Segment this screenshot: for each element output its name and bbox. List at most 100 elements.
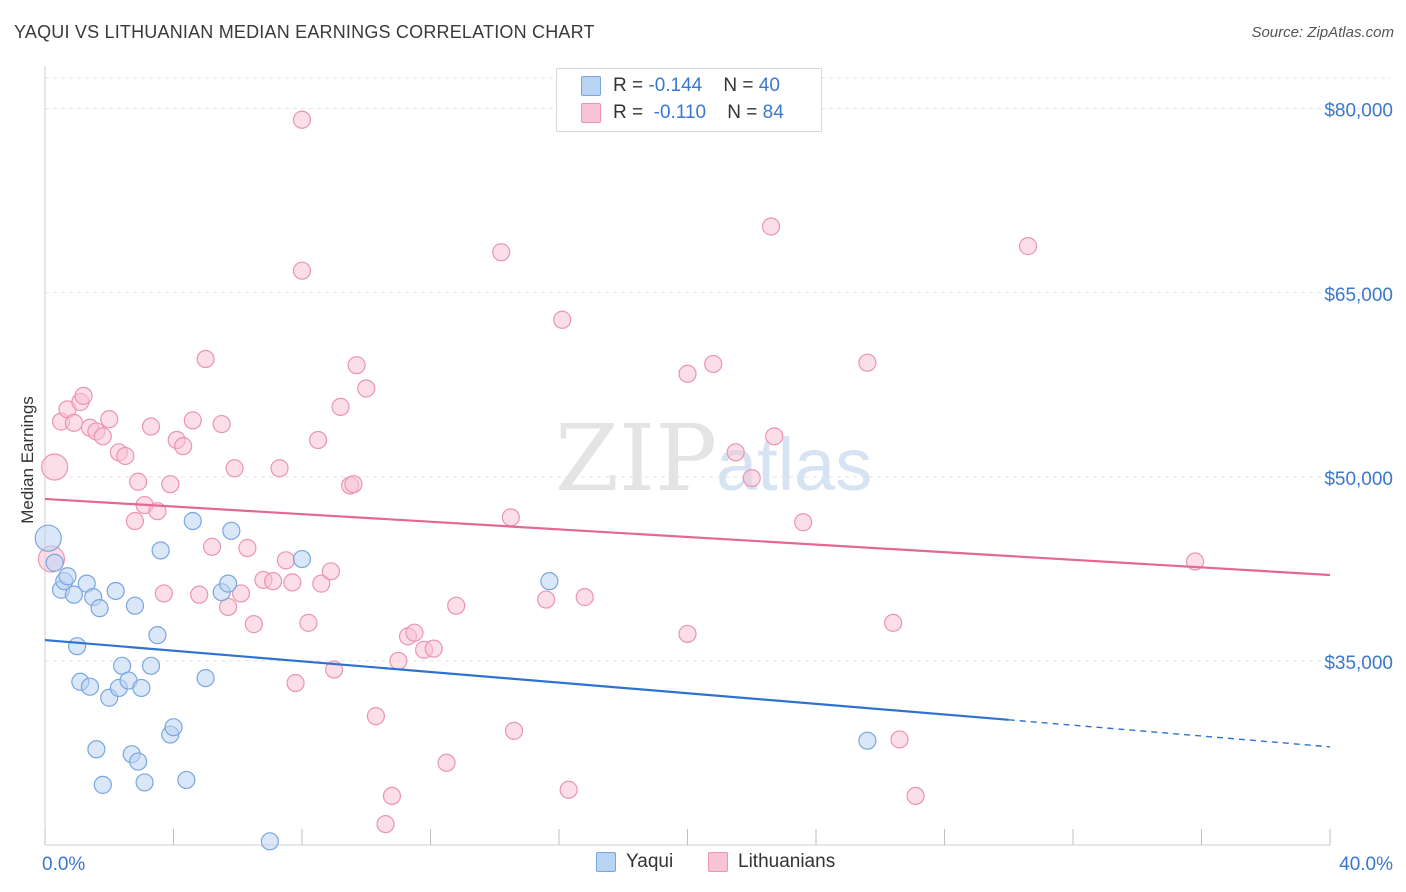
lithuanian-point <box>41 453 69 481</box>
lithuanian-point <box>238 538 257 558</box>
lithuanian-point <box>726 443 745 462</box>
lithuanian-point <box>704 354 723 374</box>
lithuanian-point <box>129 472 148 491</box>
yaqui-point <box>222 521 241 540</box>
lithuanian-point <box>537 590 556 609</box>
y-tick-label: $65,000 <box>1324 285 1393 306</box>
lithuanian-point <box>212 414 231 434</box>
lithuanian-point <box>437 753 456 772</box>
x-tick-label-max: 40.0% <box>1339 854 1393 875</box>
lithuanian-point <box>575 588 594 607</box>
lithuanian-point <box>447 596 466 615</box>
lithuanian-point <box>376 815 395 834</box>
yaqui-r-value: -0.144 <box>648 75 703 96</box>
lithuanian-point <box>553 310 572 329</box>
lithuanian-point <box>765 427 784 446</box>
source-label: Source: ZipAtlas.com <box>1251 24 1394 41</box>
lithuanian-point <box>100 410 119 429</box>
yaqui-point <box>87 740 106 759</box>
lithuanian-point <box>64 413 84 432</box>
lithuanian-point <box>501 508 520 527</box>
legend-yaqui-swatch <box>596 852 616 872</box>
lithuanian-point <box>276 551 296 570</box>
legend-lith-label: Lithuanians <box>738 851 836 872</box>
lithuanian-point <box>292 261 312 280</box>
x-tick-label-min: 0.0% <box>42 854 85 875</box>
yaqui-r-label: R = <box>613 75 649 96</box>
yaqui-point <box>135 773 154 792</box>
lithuanian-point <box>125 511 145 531</box>
yaqui-point <box>164 718 183 737</box>
yaqui-point <box>260 832 279 851</box>
lithuanian-point <box>148 502 167 521</box>
yaqui-point <box>58 567 77 586</box>
y-tick-label: $50,000 <box>1324 469 1393 490</box>
legend-yaqui-label: Yaqui <box>626 851 674 872</box>
yaqui-point <box>183 511 202 531</box>
yaqui-point <box>196 669 215 688</box>
legend-item-yaqui: Yaqui <box>596 851 673 873</box>
lithuanian-point <box>286 673 305 693</box>
yaqui-point <box>540 572 559 591</box>
yaqui-point <box>177 770 196 790</box>
lithuanian-point <box>504 721 524 740</box>
lithuanian-point <box>225 459 244 478</box>
lithuanian-point <box>196 349 215 369</box>
lithuanian-point <box>174 437 193 456</box>
yaqui-point <box>125 596 145 615</box>
lithuanian-point <box>202 537 222 556</box>
lithuanian-point <box>321 562 341 581</box>
lithuanian-point <box>93 427 112 446</box>
lithuanian-point <box>761 217 781 236</box>
yaqui-point <box>90 599 109 618</box>
lithuanian-point <box>154 584 173 603</box>
yaqui-n-label: N = <box>723 75 759 96</box>
lith-r-value: -0.110 <box>653 102 707 123</box>
lithuanian-point <box>270 459 289 478</box>
lithuanian-point <box>312 574 331 593</box>
lithuanian-point <box>858 353 877 372</box>
lithuanian-point <box>292 110 312 129</box>
yaqui-point <box>151 541 170 560</box>
lith-n-value: 84 <box>762 102 784 123</box>
watermark-atlas: atlas <box>716 423 872 506</box>
lithuanians-swatch <box>581 103 601 123</box>
yaqui-trend-line <box>44 638 1009 721</box>
lithuanian-point <box>244 615 263 634</box>
lithuanian-point <box>424 639 443 658</box>
yaqui-swatch <box>581 76 601 96</box>
lithuanian-point <box>331 397 350 416</box>
yaqui-point <box>148 626 167 645</box>
lithuanian-point <box>382 786 402 806</box>
lithuanian-point <box>389 651 408 671</box>
yaqui-point <box>45 553 64 572</box>
lithuanian-point <box>161 475 180 494</box>
lithuanian-point <box>1018 237 1038 256</box>
yaqui-point <box>106 581 125 601</box>
lithuanian-point <box>890 730 909 749</box>
yaqui-point <box>64 585 84 604</box>
lithuanian-point <box>678 624 697 644</box>
watermark-zip: ZIP <box>555 405 717 512</box>
yaqui-point <box>141 656 161 675</box>
lithuanian-point <box>678 364 697 383</box>
lithuanian-point <box>906 786 925 806</box>
yaqui-n-value: 40 <box>758 75 780 96</box>
lithuanian-trend-line <box>44 497 1331 577</box>
yaqui-point <box>129 752 148 771</box>
lithuanian-point <box>231 584 251 603</box>
yaqui-point <box>93 775 112 794</box>
lithuanian-point <box>794 513 813 532</box>
lithuanian-point <box>883 613 903 632</box>
yaqui-point <box>34 524 62 552</box>
lithuanian-point <box>283 573 302 592</box>
yaqui-point <box>80 677 100 696</box>
yaqui-point <box>292 549 312 569</box>
yaqui-point <box>858 731 877 750</box>
yaqui-point <box>132 678 151 698</box>
yaqui-trend-extension <box>1008 719 1331 748</box>
lithuanian-point <box>559 780 578 799</box>
lithuanian-point <box>116 446 135 466</box>
lithuanian-point <box>405 623 424 642</box>
